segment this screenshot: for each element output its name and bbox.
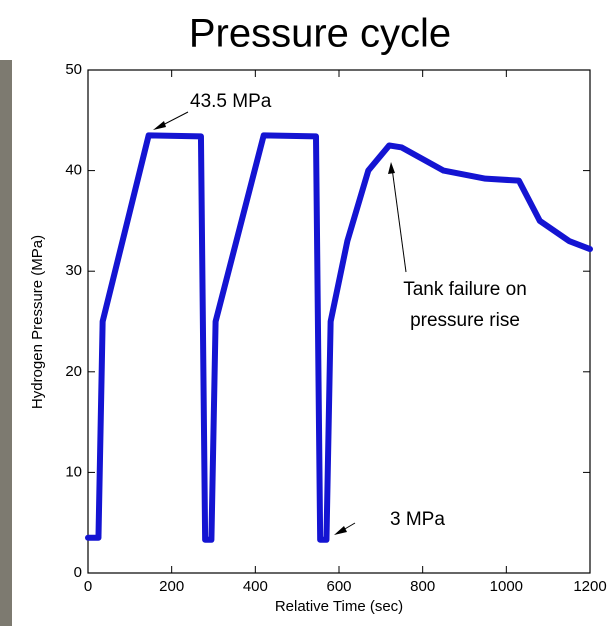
annotation: 43.5 MPa [190, 91, 272, 112]
x-tick-label: 1200 [573, 578, 606, 595]
x-tick-label: 200 [159, 578, 184, 595]
chart-title: Pressure cycle [189, 12, 451, 56]
arrows [153, 111, 407, 535]
annotation: pressure rise [410, 310, 520, 331]
x-tick-label: 800 [410, 578, 435, 595]
annotation: Tank failure on [403, 279, 527, 300]
x-tick-label: 400 [243, 578, 268, 595]
y-axis-label: Hydrogen Pressure (MPa) [29, 235, 46, 409]
pressure-line [85, 132, 593, 543]
y-tick-label: 0 [74, 564, 82, 581]
photo-edge [0, 60, 12, 626]
x-tick-label: 1000 [490, 578, 523, 595]
y-tick-label: 30 [65, 262, 82, 279]
x-tick-label: 0 [84, 578, 92, 595]
plot-frame [87, 69, 591, 574]
annotation: 3 MPa [390, 509, 445, 530]
y-tick-label: 50 [65, 61, 82, 78]
x-tick-label: 600 [326, 578, 351, 595]
y-tick-label: 10 [65, 463, 82, 480]
x-axis-label: Relative Time (sec) [275, 598, 403, 615]
y-tick-label: 20 [65, 363, 82, 380]
y-tick-label: 40 [65, 162, 82, 179]
